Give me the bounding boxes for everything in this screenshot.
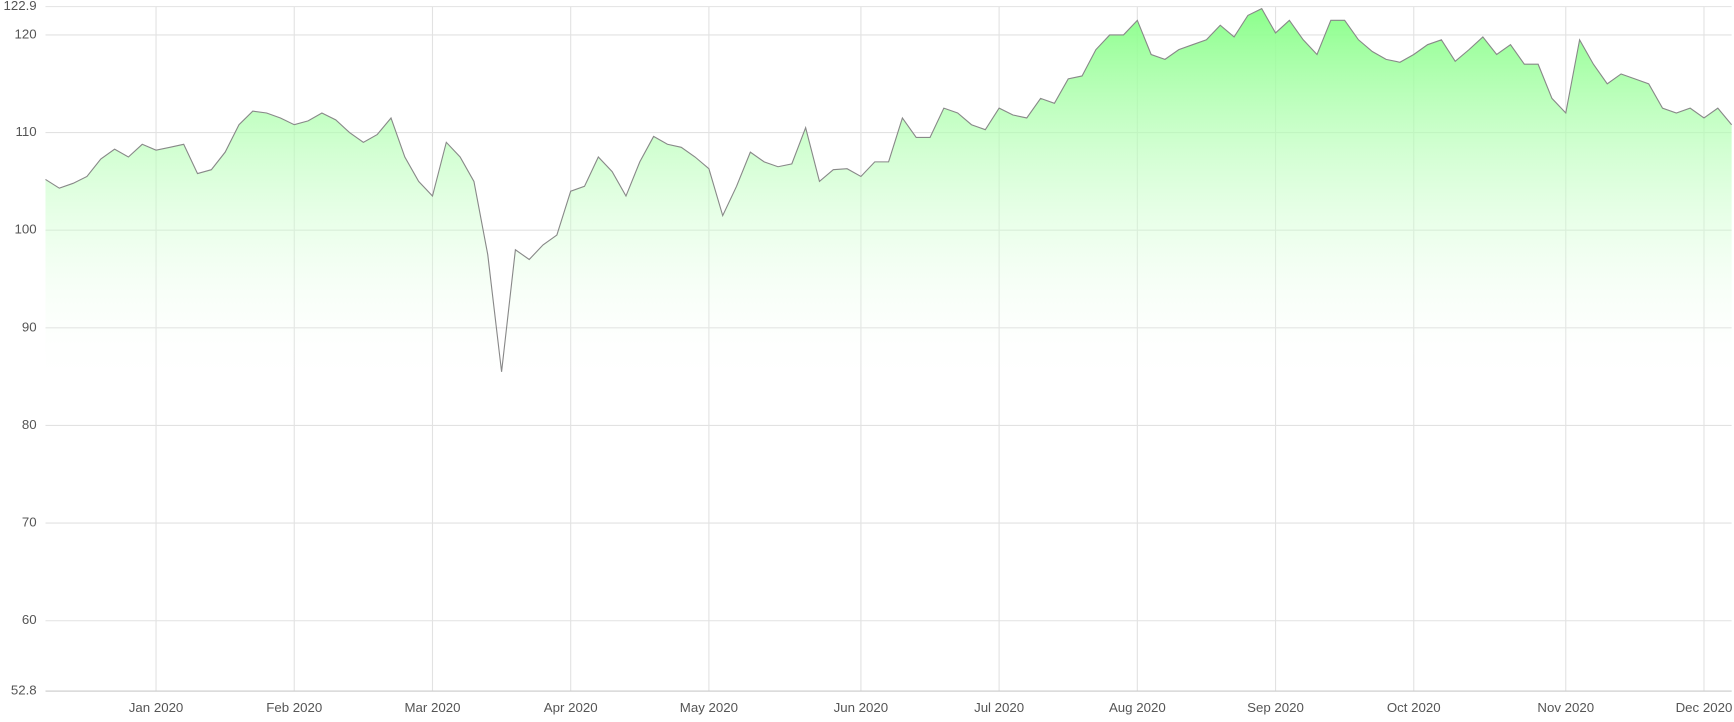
y-tick-label: 60 [22,612,37,627]
x-tick-label: Jun 2020 [834,700,889,715]
x-tick-label: Jan 2020 [129,700,184,715]
y-tick-label: 90 [22,319,37,334]
x-tick-label: Mar 2020 [404,700,460,715]
area-fill [45,8,1732,692]
y-tick-label: 120 [15,26,37,41]
y-tick-label: 70 [22,515,37,530]
x-tick-label: Nov 2020 [1537,700,1594,715]
x-tick-label: Sep 2020 [1247,700,1304,715]
y-tick-label: 122.9 [3,0,36,13]
y-tick-label: 110 [16,124,37,139]
x-tick-label: Oct 2020 [1387,700,1441,715]
x-tick-label: Apr 2020 [544,700,598,715]
x-tick-label: May 2020 [680,700,738,715]
x-tick-label: Feb 2020 [266,700,322,715]
y-tick-label: 52.8 [11,683,37,698]
y-tick-label: 100 [15,222,37,237]
x-tick-label: Aug 2020 [1109,700,1166,715]
x-tick-label: Dec 2020 [1676,700,1733,715]
x-tick-label: Jul 2020 [974,700,1024,715]
y-tick-label: 80 [22,417,37,432]
line [45,7,1733,372]
